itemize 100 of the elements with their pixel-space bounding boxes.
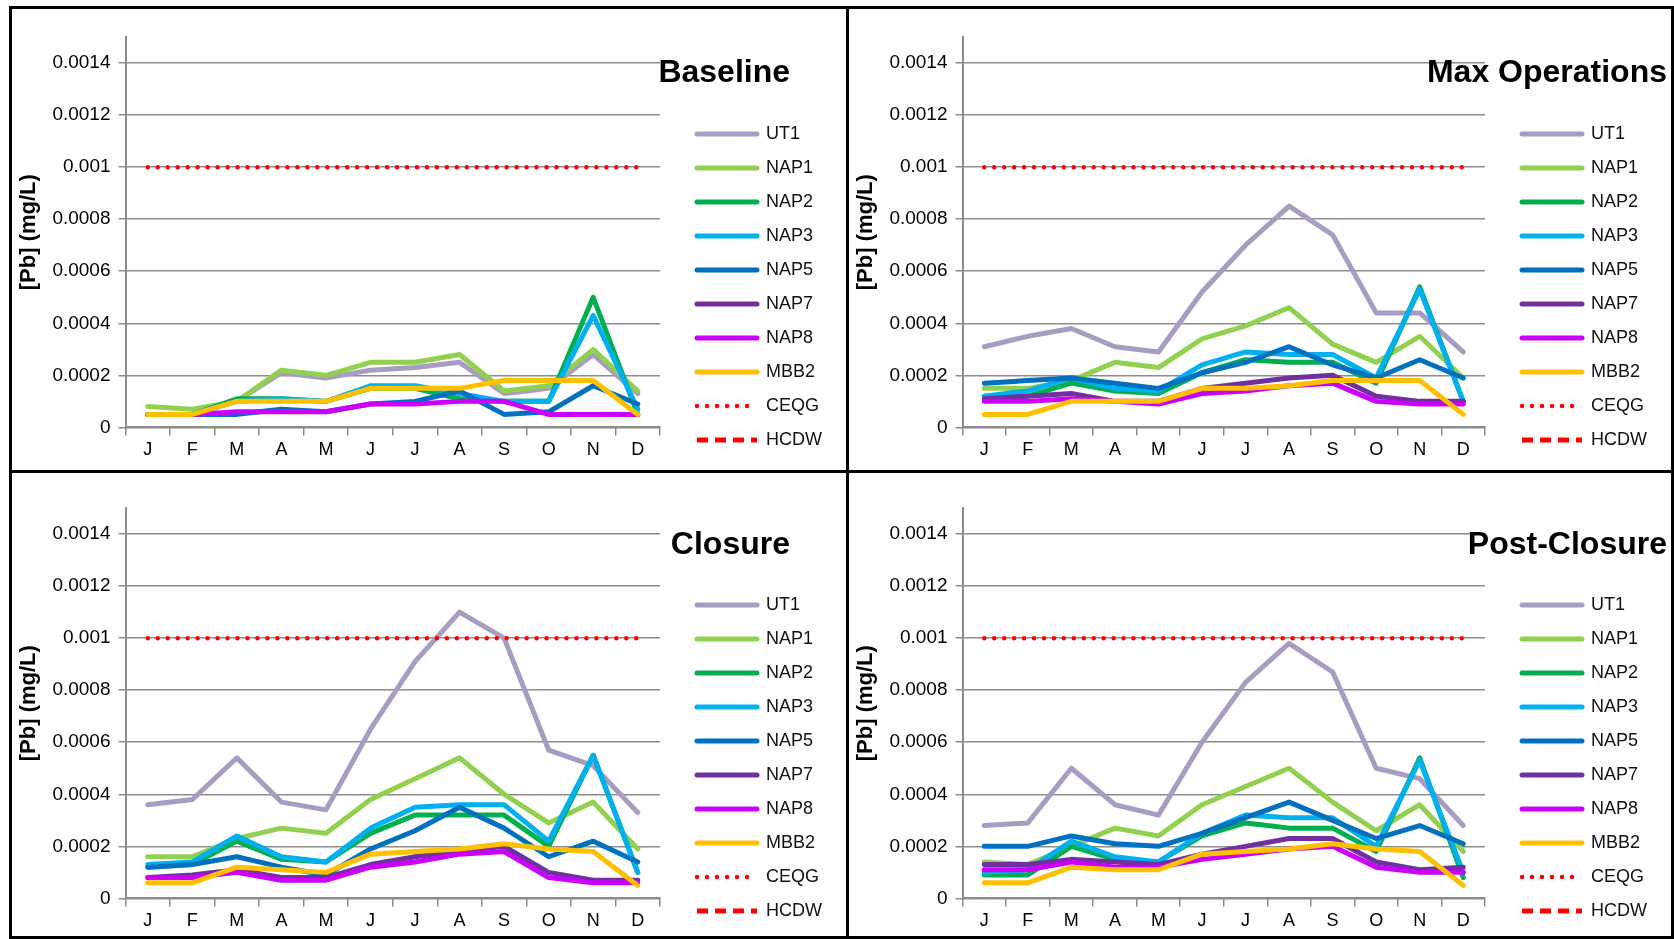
y-tick-label: 0.0012 xyxy=(52,574,111,596)
y-tick-label: 0 xyxy=(936,415,948,437)
legend-label: NAP7 xyxy=(1591,763,1639,784)
text: Max Operations xyxy=(1426,53,1667,89)
y-tick-label: 0.0006 xyxy=(889,730,948,752)
legend-label: UT1 xyxy=(1591,122,1626,143)
legend-label: NAP7 xyxy=(766,763,814,784)
y-tick-label: 0.0006 xyxy=(889,259,948,281)
x-tick-label: F xyxy=(1022,439,1034,460)
legend-label: MBB2 xyxy=(1591,360,1641,381)
x-tick-label: M xyxy=(318,439,334,460)
y-tick-label: 0.0008 xyxy=(52,207,111,229)
legend-label: CEQG xyxy=(766,865,820,886)
x-tick-label: J xyxy=(1197,439,1207,460)
x-tick-label: M xyxy=(229,439,245,460)
y-axis-title: [Pb] (mg/L) xyxy=(852,645,878,762)
legend-label: NAP5 xyxy=(766,258,814,279)
y-tick-label: 0.0014 xyxy=(889,522,948,544)
legend-label: NAP1 xyxy=(1591,156,1639,177)
x-tick-label: D xyxy=(631,910,645,931)
legend-label: HCDW xyxy=(1591,428,1648,449)
x-tick-label: A xyxy=(1283,439,1296,460)
x-tick-label: D xyxy=(631,439,645,460)
x-tick-label: J xyxy=(1197,910,1207,931)
legend-label: NAP8 xyxy=(1591,797,1639,818)
x-tick-label: A xyxy=(275,910,288,931)
x-tick-label: M xyxy=(229,910,245,931)
x-tick-label: N xyxy=(586,439,600,460)
x-tick-label: A xyxy=(453,439,466,460)
legend-label: HCDW xyxy=(766,428,823,449)
x-tick-label: O xyxy=(1369,439,1384,460)
y-tick-label: 0.0014 xyxy=(52,51,111,73)
y-tick-label: 0.0004 xyxy=(889,782,948,804)
x-tick-label: M xyxy=(1063,910,1079,931)
x-tick-label: J xyxy=(979,439,989,460)
x-tick-label: N xyxy=(586,910,600,931)
y-tick-label: 0.0008 xyxy=(52,678,111,700)
y-tick-label: 0.0012 xyxy=(52,103,111,125)
legend-label: HCDW xyxy=(1591,899,1648,920)
y-tick-label: 0.0004 xyxy=(52,311,111,333)
x-tick-label: A xyxy=(1108,910,1121,931)
legend-label: NAP8 xyxy=(766,326,814,347)
legend-label: NAP7 xyxy=(1591,292,1639,313)
y-tick-label: 0.0014 xyxy=(889,51,948,73)
x-tick-label: M xyxy=(1150,910,1166,931)
y-tick-label: 0.0002 xyxy=(889,834,948,856)
y-tick-label: 0.0006 xyxy=(52,730,111,752)
text: Closure xyxy=(670,525,790,561)
legend-label: MBB2 xyxy=(766,831,816,852)
legend-label: CEQG xyxy=(1591,394,1645,415)
legend-label: NAP5 xyxy=(1591,258,1639,279)
legend-label: UT1 xyxy=(1591,593,1626,614)
y-tick-label: 0.0004 xyxy=(52,782,111,804)
x-tick-label: S xyxy=(1326,910,1339,931)
legend-label: NAP5 xyxy=(1591,729,1639,750)
x-tick-label: O xyxy=(541,910,556,931)
x-tick-label: S xyxy=(1326,439,1339,460)
x-tick-label: F xyxy=(186,439,198,460)
y-tick-label: 0.0002 xyxy=(52,363,111,385)
legend-label: NAP3 xyxy=(766,695,814,716)
legend-label: NAP1 xyxy=(1591,627,1639,648)
x-tick-label: A xyxy=(1283,910,1296,931)
legend-label: UT1 xyxy=(766,593,801,614)
legend-label: HCDW xyxy=(766,899,823,920)
legend-label: NAP8 xyxy=(1591,326,1639,347)
legend-label: NAP3 xyxy=(766,224,814,245)
x-tick-label: A xyxy=(453,910,466,931)
y-tick-label: 0.0014 xyxy=(52,522,111,544)
text: Post-Closure xyxy=(1467,525,1667,561)
x-tick-label: M xyxy=(1150,439,1166,460)
legend-label: NAP3 xyxy=(1591,224,1639,245)
x-tick-label: A xyxy=(1108,439,1121,460)
legend-label: NAP2 xyxy=(766,190,814,211)
x-tick-label: A xyxy=(275,439,288,460)
legend-label: NAP2 xyxy=(766,661,814,682)
x-tick-label: O xyxy=(1369,910,1384,931)
y-tick-label: 0.0008 xyxy=(889,678,948,700)
legend-label: NAP2 xyxy=(1591,661,1639,682)
x-tick-label: N xyxy=(1413,910,1427,931)
legend-label: UT1 xyxy=(766,122,801,143)
x-tick-label: J xyxy=(365,439,375,460)
y-tick-label: 0.0004 xyxy=(889,311,948,333)
legend-label: NAP5 xyxy=(766,729,814,750)
x-tick-label: M xyxy=(318,910,334,931)
y-tick-label: 0.0002 xyxy=(889,363,948,385)
x-tick-label: J xyxy=(143,439,153,460)
legend-label: NAP1 xyxy=(766,627,814,648)
legend-label: NAP3 xyxy=(1591,695,1639,716)
x-tick-label: J xyxy=(365,910,375,931)
x-tick-label: J xyxy=(1241,439,1251,460)
y-tick-label: 0.001 xyxy=(899,155,948,177)
x-tick-label: S xyxy=(498,910,511,931)
y-tick-label: 0.0012 xyxy=(889,574,948,596)
x-tick-label: F xyxy=(186,910,198,931)
y-axis-title: [Pb] (mg/L) xyxy=(15,645,41,762)
x-tick-label: D xyxy=(1456,910,1470,931)
y-tick-label: 0.001 xyxy=(62,155,111,177)
y-tick-label: 0.0006 xyxy=(52,259,111,281)
legend-label: NAP7 xyxy=(766,292,814,313)
y-axis-title: [Pb] (mg/L) xyxy=(852,174,878,291)
